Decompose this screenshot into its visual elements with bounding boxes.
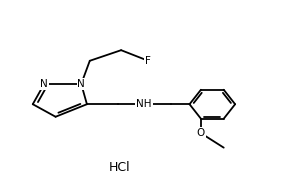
Text: NH: NH	[136, 99, 152, 109]
Text: HCl: HCl	[109, 161, 131, 174]
Text: O: O	[197, 128, 205, 138]
Text: N: N	[77, 79, 85, 89]
Text: F: F	[145, 56, 151, 66]
Text: N: N	[40, 79, 48, 89]
